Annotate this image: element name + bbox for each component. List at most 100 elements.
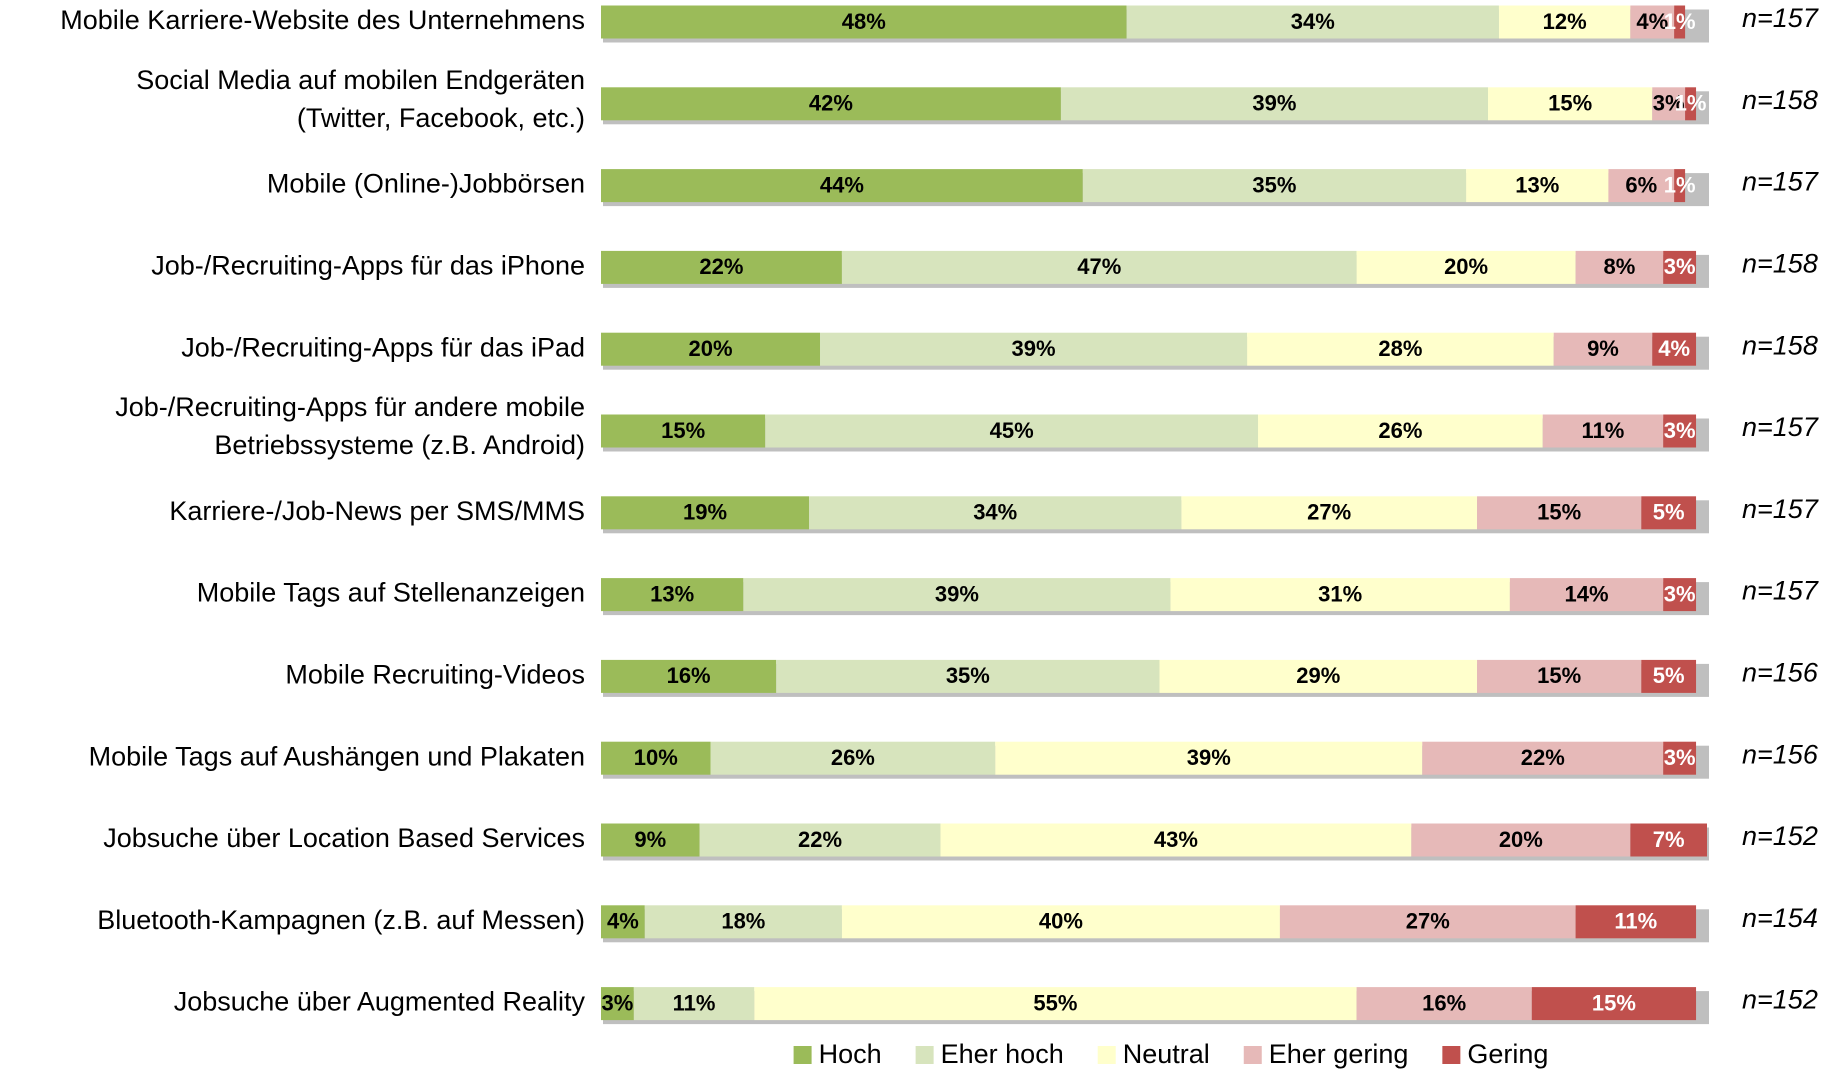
- legend-swatch: [1243, 1046, 1262, 1064]
- category-label: Jobsuche über Augmented Reality: [174, 987, 586, 1017]
- bar-segment: [820, 332, 1248, 366]
- data-label: 3%: [1653, 91, 1685, 116]
- bar-segment: [1356, 987, 1532, 1021]
- bar-segment: [1608, 169, 1675, 203]
- data-label: 40%: [1039, 909, 1083, 934]
- data-label: 39%: [1012, 336, 1056, 361]
- bar-segment: [940, 823, 1412, 857]
- data-label: 7%: [1653, 827, 1685, 852]
- legend-swatch: [915, 1046, 934, 1064]
- bar-segment: [1630, 823, 1707, 857]
- bar-segment: [776, 659, 1160, 693]
- bar-segment: [1630, 5, 1675, 39]
- bar-segment: [1170, 578, 1510, 612]
- bar-segment: [1685, 87, 1697, 121]
- n-label: n=158: [1742, 330, 1818, 360]
- bar-segment: [1356, 250, 1576, 284]
- category-label: Mobile Recruiting-Videos: [285, 660, 585, 690]
- n-label: n=157: [1742, 494, 1819, 524]
- bar-segment: [1411, 823, 1631, 857]
- data-label: 35%: [946, 663, 990, 688]
- bar-segment: [601, 87, 1061, 121]
- bar-segment: [1487, 87, 1653, 121]
- bar-segment: [1641, 496, 1697, 530]
- data-label: 4%: [1658, 336, 1690, 361]
- data-label: 20%: [688, 336, 732, 361]
- bar-segment: [1663, 741, 1697, 775]
- bar-segment: [1575, 905, 1697, 939]
- data-label: 34%: [1291, 9, 1335, 34]
- n-label: n=157: [1742, 576, 1819, 606]
- bar-segment: [1531, 987, 1697, 1021]
- bar-segment: [601, 496, 810, 530]
- bar-segment: [699, 823, 941, 857]
- data-label: 27%: [1307, 500, 1351, 525]
- legend-label: Eher hoch: [941, 1039, 1064, 1069]
- data-label: 47%: [1077, 254, 1121, 279]
- bar-segment: [1674, 5, 1686, 39]
- data-label: 16%: [667, 663, 711, 688]
- category-label: Mobile Tags auf Stellenanzeigen: [197, 578, 585, 608]
- data-label: 6%: [1625, 172, 1657, 197]
- data-label: 3%: [602, 990, 634, 1015]
- category-label: Job-/Recruiting-Apps für das iPhone: [151, 251, 585, 281]
- bar-segment: [743, 578, 1171, 612]
- data-label: 12%: [1543, 9, 1587, 34]
- category-label: Bluetooth-Kampagnen (z.B. auf Messen): [97, 905, 585, 935]
- data-label: 3%: [1664, 581, 1696, 606]
- data-label: 15%: [1592, 990, 1636, 1015]
- data-label: 19%: [683, 500, 727, 525]
- data-label: 20%: [1499, 827, 1543, 852]
- data-label: 22%: [699, 254, 743, 279]
- category-label: Social Media auf mobilen Endgeräten (Twit…: [136, 65, 585, 133]
- bar-segment: [1279, 905, 1576, 939]
- bar-segment: [1247, 332, 1554, 366]
- n-label: n=158: [1742, 85, 1818, 115]
- bar-segment: [1477, 659, 1642, 693]
- category-label: Jobsuche über Location Based Services: [103, 823, 585, 853]
- bar-segment: [1181, 496, 1478, 530]
- bar-segment: [601, 823, 700, 857]
- bar-segment: [1159, 659, 1478, 693]
- legend-swatch: [1097, 1046, 1116, 1064]
- bar-segment: [601, 905, 645, 939]
- bar-segment: [1663, 578, 1697, 612]
- data-label: 55%: [1033, 990, 1077, 1015]
- data-label: 20%: [1444, 254, 1488, 279]
- legend-label: Gering: [1467, 1039, 1548, 1069]
- data-label: 15%: [1548, 91, 1592, 116]
- n-label: n=157: [1742, 412, 1819, 442]
- bar-segment: [1575, 250, 1664, 284]
- bar-segment: [710, 741, 996, 775]
- bar-segment: [1663, 250, 1697, 284]
- bar-segment: [1258, 414, 1543, 448]
- bar-segment: [1498, 5, 1631, 39]
- data-label: 35%: [1252, 172, 1296, 197]
- legend-swatch: [793, 1046, 812, 1064]
- bar-segment: [1466, 169, 1609, 203]
- data-label: 39%: [1187, 745, 1231, 770]
- legend-label: Neutral: [1123, 1039, 1210, 1069]
- bar-segment: [1126, 5, 1499, 39]
- data-label: 39%: [935, 581, 979, 606]
- data-label: 42%: [809, 91, 853, 116]
- data-label: 14%: [1565, 581, 1609, 606]
- data-label: 13%: [650, 581, 694, 606]
- bar-segment: [754, 987, 1357, 1021]
- bar-segment: [1509, 578, 1664, 612]
- data-label: 5%: [1653, 663, 1685, 688]
- bar-segment: [601, 659, 777, 693]
- bar-segment: [1674, 169, 1686, 203]
- bar-segment: [841, 250, 1357, 284]
- n-label: n=158: [1742, 249, 1818, 279]
- bar-segment: [601, 414, 766, 448]
- category-label: Job-/Recruiting-Apps für das iPad: [181, 332, 585, 362]
- category-label: Karriere-/Job-News per SMS/MMS: [169, 496, 585, 526]
- data-label: 3%: [1664, 418, 1696, 443]
- data-label: 43%: [1154, 827, 1198, 852]
- data-label: 1%: [1664, 9, 1696, 34]
- data-label: 3%: [1664, 745, 1696, 770]
- legend-swatch: [1442, 1046, 1461, 1064]
- data-label: 1%: [1675, 91, 1707, 116]
